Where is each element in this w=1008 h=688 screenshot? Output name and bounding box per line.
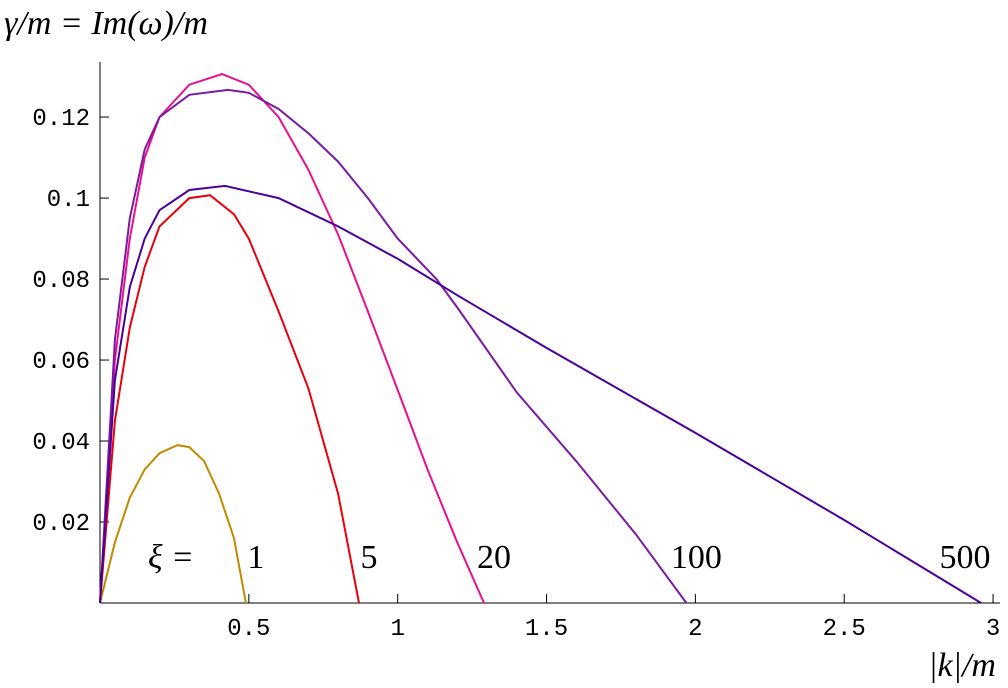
series-line xyxy=(99,88,688,604)
series-label: 1 xyxy=(247,539,264,576)
series-label: 5 xyxy=(360,539,377,576)
series-line xyxy=(99,184,982,604)
y-tick-label: 0.08 xyxy=(32,268,90,295)
annotation: ξ = xyxy=(148,539,194,576)
series-label: 20 xyxy=(477,539,511,576)
x-tick-label: 2 xyxy=(688,616,702,643)
y-tick-label: 0.06 xyxy=(32,349,90,376)
series-label: 500 xyxy=(940,539,991,576)
x-axis-title: |k|/m xyxy=(928,647,996,684)
x-tick-label: 1 xyxy=(390,616,404,643)
x-tick-label: 2.5 xyxy=(823,616,866,643)
series-line xyxy=(99,444,247,604)
series-label: 100 xyxy=(671,539,722,576)
y-tick-label: 0.04 xyxy=(32,430,90,457)
x-tick-label: 1.5 xyxy=(525,616,568,643)
x-tick-label: 0.5 xyxy=(227,616,270,643)
series-line xyxy=(99,194,360,604)
y-tick-label: 0.12 xyxy=(32,106,90,133)
series-line xyxy=(99,73,485,604)
y-tick-label: 0.1 xyxy=(47,187,90,214)
y-tick-label: 0.02 xyxy=(32,511,90,538)
x-tick-label: 3 xyxy=(986,616,1000,643)
y-axis-title: γ/m = Im(ω)/m xyxy=(4,5,208,42)
